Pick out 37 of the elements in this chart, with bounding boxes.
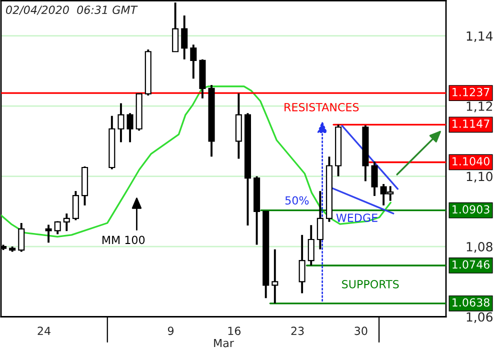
y-tick-label: 1,08 [466, 242, 492, 253]
candlestick [308, 224, 314, 266]
candlestick [18, 222, 25, 253]
series-label: 1.1040 [452, 157, 490, 166]
candlestick [126, 112, 134, 144]
candlestick [298, 234, 306, 294]
series-label: 1.0746 [452, 260, 490, 269]
candlestick [54, 220, 61, 236]
candlestick [371, 160, 378, 197]
y-tick-label: 1,12 [466, 102, 492, 112]
series-label: 1.1147 [452, 120, 490, 128]
y-tick-label: 1,14 [466, 31, 493, 42]
candlestick [190, 44, 197, 80]
x-axis-title: Mar [214, 338, 234, 348]
x-tick-label: 9 [168, 326, 174, 336]
annotation: WEDGE [336, 214, 378, 222]
x-tick-label: 16 [228, 326, 241, 336]
x-tick-label: 24 [38, 326, 50, 335]
series-label: 1.0638 [452, 298, 490, 307]
candlestick [118, 102, 124, 144]
candlestick [45, 224, 52, 244]
annotation: MM 100 [102, 236, 145, 244]
annotation: 50% [285, 196, 309, 205]
y-tick-label: 1,06 [466, 312, 492, 323]
candlestick [63, 212, 70, 232]
candlestick [316, 190, 324, 250]
candlestick [272, 248, 278, 304]
series-label: 1.1237 [452, 88, 490, 96]
y-tick-label: 1,10 [466, 172, 492, 182]
candlestick [181, 14, 188, 60]
candlestick [72, 190, 79, 222]
annotation: RESISTANCES [284, 102, 359, 112]
annotation: SUPPORTS [342, 280, 399, 288]
chart-title: 02/04/2020 06:31 GMT [6, 6, 138, 15]
x-tick-label: 30 [354, 326, 368, 336]
x-tick-label: 23 [291, 326, 304, 336]
series-label: 1.0903 [452, 205, 490, 214]
